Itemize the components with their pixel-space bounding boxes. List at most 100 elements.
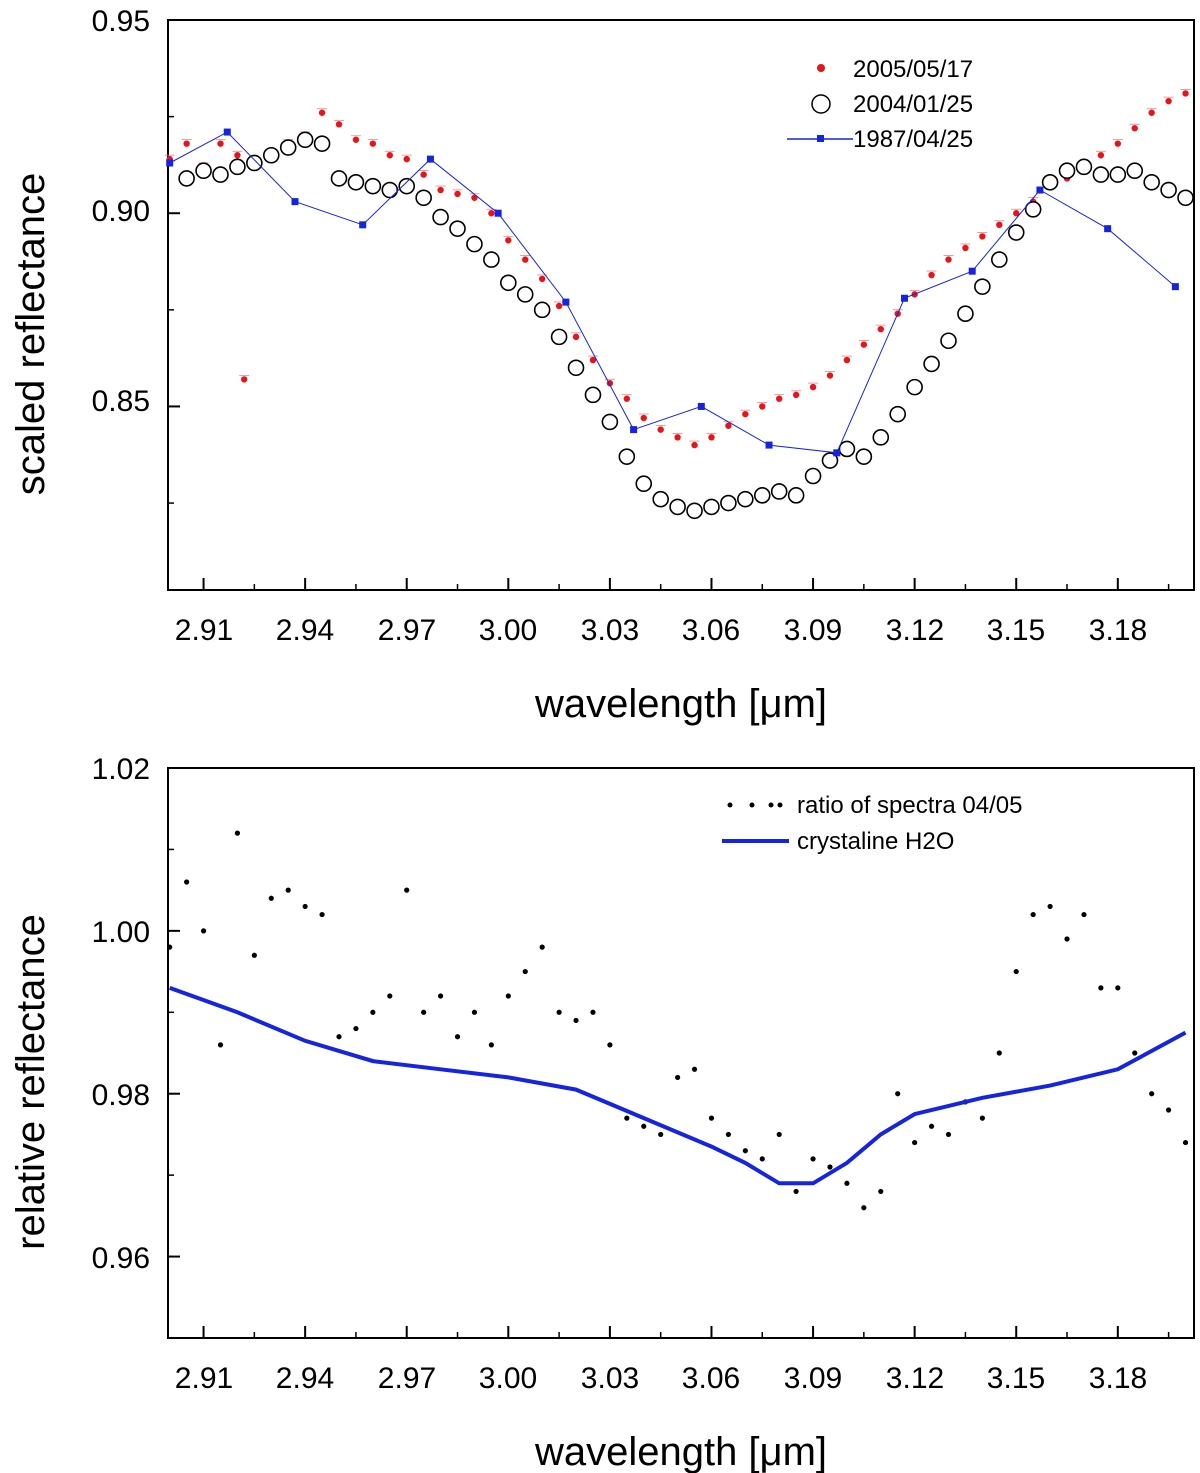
- data-point: [212, 166, 229, 183]
- data-point: [658, 1131, 664, 1138]
- data-point: [889, 405, 907, 423]
- bottom-x-tick-label: 3.03: [581, 1362, 639, 1395]
- data-point: [505, 993, 511, 999]
- data-point: [262, 146, 280, 164]
- data-point: [178, 170, 195, 187]
- top-plot-frame: [167, 19, 1195, 591]
- data-point: [454, 1034, 461, 1040]
- data-point: [195, 162, 212, 180]
- data-point: [335, 121, 343, 128]
- data-point: [928, 271, 935, 279]
- data-point: [488, 1042, 494, 1048]
- data-point: [624, 1115, 630, 1121]
- bottom-x-tick-label: 3.12: [886, 1362, 944, 1395]
- data-point: [1143, 174, 1160, 191]
- data-point: [601, 413, 619, 431]
- data-point: [386, 152, 393, 159]
- data-point: [1114, 140, 1122, 147]
- data-point: [821, 452, 839, 469]
- data-point: [1092, 166, 1110, 183]
- data-point: [1166, 1107, 1172, 1113]
- data-point: [928, 1123, 935, 1129]
- data-point: [567, 359, 585, 377]
- data-point: [426, 155, 434, 163]
- data-point: [279, 139, 297, 156]
- legend-label: 2005/05/17: [853, 56, 973, 83]
- data-point: [359, 221, 367, 229]
- data-point: [347, 174, 365, 191]
- bottom-legend: ratio of spectra 04/05 crystaline H2O: [722, 792, 1022, 855]
- data-point: [167, 944, 173, 950]
- data-point: [404, 887, 410, 893]
- bottom-series-layer: [167, 830, 1189, 1211]
- data-point: [607, 1042, 613, 1048]
- data-point: [737, 490, 754, 508]
- data-point: [759, 1156, 765, 1162]
- data-point: [1165, 97, 1172, 105]
- data-point: [319, 911, 325, 918]
- legend-marker-red-dot: [817, 64, 825, 72]
- data-point: [1160, 181, 1177, 199]
- data-point: [590, 1009, 596, 1015]
- bottom-x-tick-label: 3.06: [682, 1362, 740, 1395]
- data-point: [302, 903, 308, 910]
- data-point: [623, 395, 631, 402]
- legend-marker-blue-square: [817, 135, 824, 142]
- data-point: [912, 1139, 918, 1146]
- data-point: [555, 302, 563, 310]
- data-point: [1177, 189, 1194, 207]
- data-point: [539, 944, 545, 950]
- data-point: [415, 189, 432, 207]
- data-point: [573, 1017, 579, 1024]
- data-point: [720, 494, 737, 512]
- data-point: [1126, 162, 1144, 180]
- data-point: [860, 341, 868, 348]
- data-point: [437, 993, 444, 999]
- data-point: [1097, 152, 1105, 159]
- data-point: [562, 298, 570, 306]
- data-point: [522, 256, 529, 263]
- bottom-x-tick-label: 3.18: [1089, 1362, 1147, 1395]
- data-point: [1075, 158, 1093, 176]
- data-point: [826, 372, 834, 379]
- data-point: [630, 426, 638, 434]
- data-point: [974, 278, 991, 295]
- top-x-tick-label: 3.00: [479, 614, 537, 647]
- data-point: [1131, 125, 1138, 132]
- data-point: [640, 414, 647, 422]
- bottom-y-tick-label: 0.98: [92, 1079, 150, 1112]
- data-point: [1007, 224, 1025, 241]
- data-point: [843, 356, 851, 364]
- data-point: [674, 434, 681, 441]
- data-point: [313, 135, 331, 152]
- data-point: [770, 483, 788, 500]
- data-point: [1041, 174, 1059, 191]
- data-point: [652, 490, 669, 508]
- data-point: [776, 1131, 782, 1138]
- data-point: [895, 1091, 901, 1097]
- data-point: [1171, 283, 1179, 291]
- data-point: [1104, 225, 1112, 233]
- bottom-axis-ticks: [168, 767, 1170, 1338]
- data-point: [556, 1009, 562, 1015]
- data-point: [1115, 985, 1121, 991]
- data-point: [957, 305, 974, 322]
- bottom-y-tick-label: 1.00: [92, 916, 150, 949]
- data-point: [725, 1131, 732, 1138]
- data-point: [330, 170, 348, 187]
- data-point: [494, 209, 502, 217]
- data-point: [1013, 968, 1019, 975]
- data-point: [516, 286, 534, 303]
- data-point: [618, 448, 636, 465]
- data-point: [217, 140, 224, 147]
- data-point: [538, 275, 546, 283]
- top-x-tick-labels: 2.91 2.94 2.97 3.00 3.03 3.06 3.09 3.12 …: [175, 614, 1147, 647]
- data-point: [809, 383, 817, 391]
- data-point: [775, 395, 783, 402]
- top-y-tick-label: 0.85: [92, 385, 150, 418]
- data-point: [336, 1034, 342, 1040]
- data-point: [759, 403, 766, 410]
- data-point: [962, 244, 969, 252]
- data-point: [488, 210, 495, 217]
